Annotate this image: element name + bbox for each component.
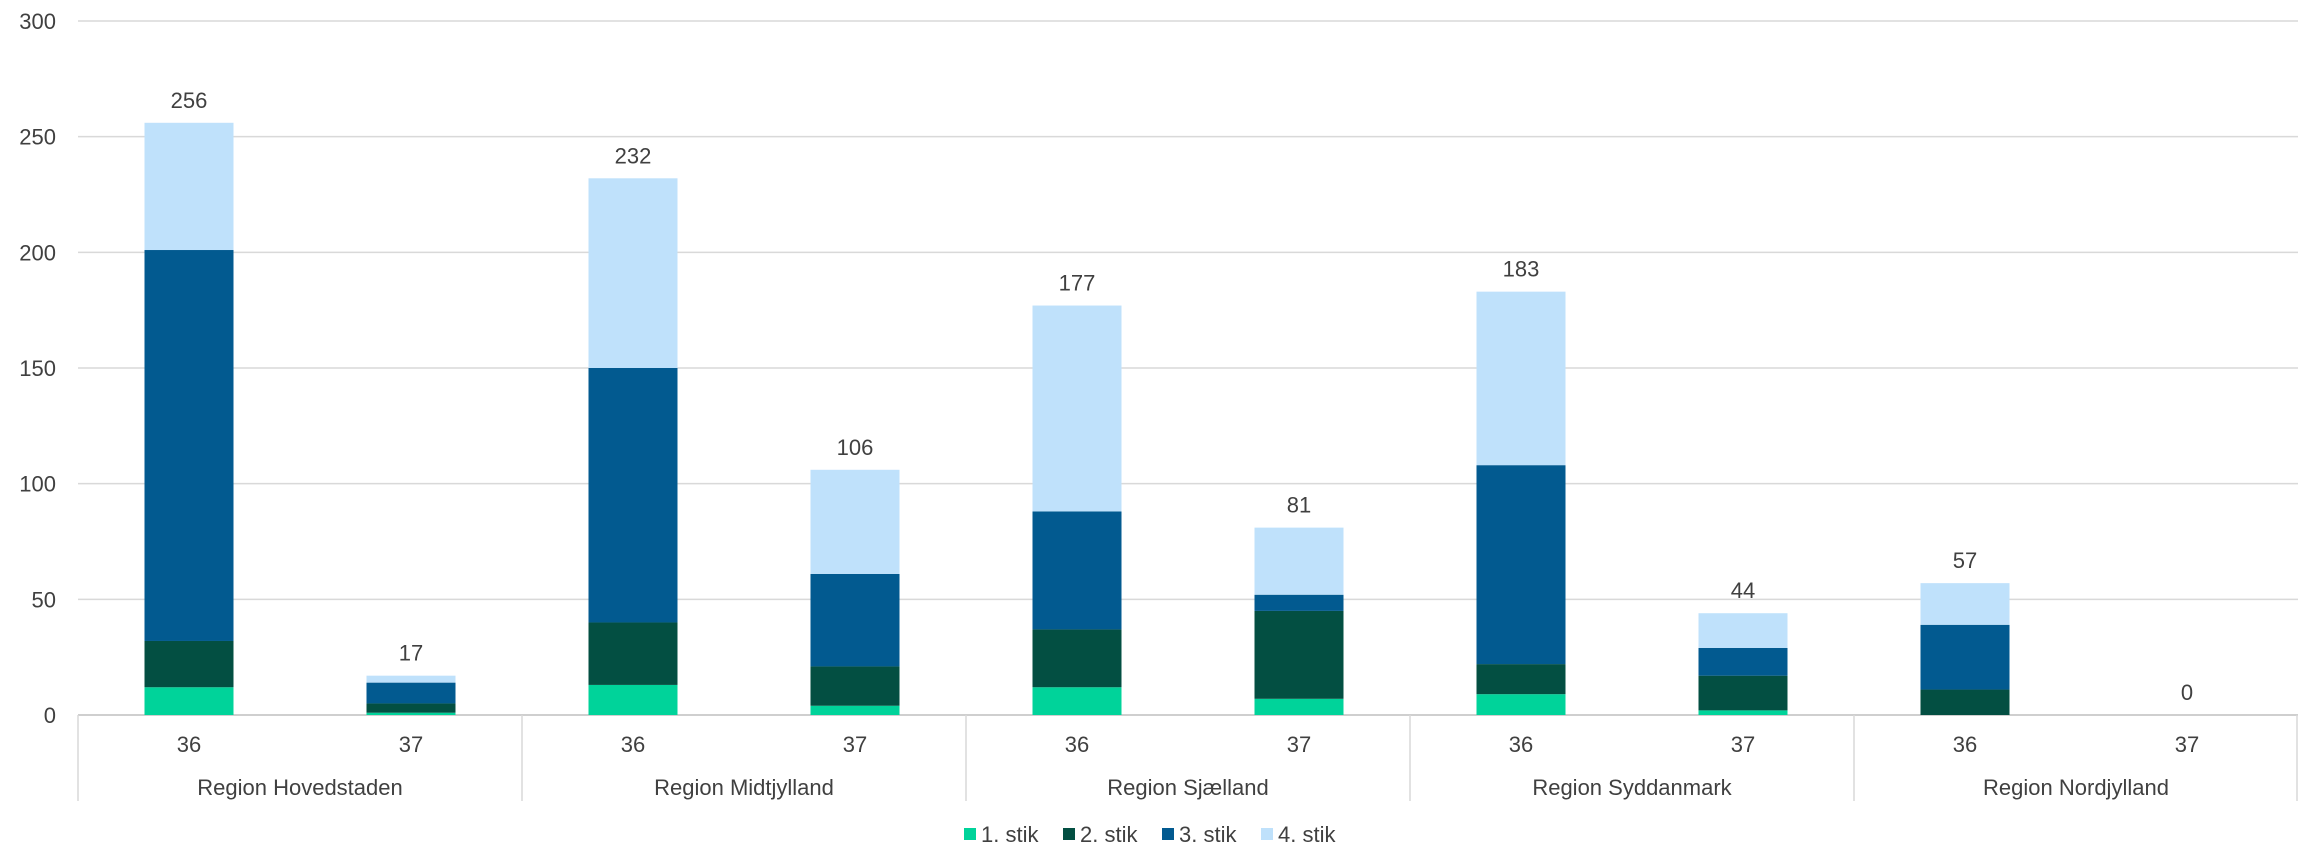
bar-segment xyxy=(144,640,234,688)
x-category-label: 37 xyxy=(1731,732,1755,757)
y-tick-label: 300 xyxy=(19,9,56,34)
legend: 1. stik 2. stik 3. stik 4. stik xyxy=(964,822,1336,846)
x-group-label: Region Sjælland xyxy=(1107,775,1268,800)
bar-segment xyxy=(1476,291,1566,466)
bar-segment xyxy=(810,705,900,715)
x-category-label: 37 xyxy=(399,732,423,757)
bar-segment xyxy=(810,666,900,706)
bar-segment xyxy=(144,250,234,641)
total-data-label: 17 xyxy=(399,641,423,666)
y-tick-label: 0 xyxy=(44,703,56,728)
x-axis: 36 37 Region Hovedstaden 36 37 Region Midtjyl… xyxy=(77,715,2298,801)
bar-segment xyxy=(588,178,678,368)
x-category-label: 37 xyxy=(843,732,867,757)
x-category-label: 37 xyxy=(1287,732,1311,757)
bar-segment xyxy=(1254,698,1344,715)
total-data-label: 57 xyxy=(1953,548,1977,573)
bar-segment xyxy=(1254,610,1344,699)
total-data-label: 106 xyxy=(837,435,874,460)
bar-segment xyxy=(1476,694,1566,715)
total-data-label: 183 xyxy=(1503,257,1540,282)
y-tick-label: 50 xyxy=(32,587,56,612)
y-tick-label: 200 xyxy=(19,240,56,265)
bar-segment xyxy=(1698,675,1788,711)
y-tick-label: 250 xyxy=(19,125,56,150)
x-category-label: 36 xyxy=(621,732,645,757)
bar-segment xyxy=(1032,305,1122,512)
bar-segment xyxy=(366,682,456,704)
total-data-label: 232 xyxy=(615,143,652,168)
x-group-label: Region Nordjylland xyxy=(1983,775,2169,800)
x-category-label: 36 xyxy=(1509,732,1533,757)
x-group-label: Region Syddanmark xyxy=(1532,775,1732,800)
y-tick-label: 100 xyxy=(19,472,56,497)
x-category-label: 36 xyxy=(1953,732,1977,757)
x-group-label: Region Hovedstaden xyxy=(197,775,402,800)
bar-segment xyxy=(1254,594,1344,611)
bar-segment xyxy=(1254,527,1344,595)
bar-segment xyxy=(144,687,234,715)
legend-label: 2. stik xyxy=(1080,822,1138,846)
bar-segment xyxy=(588,622,678,685)
bar-segment xyxy=(1920,689,2010,715)
bar-segment xyxy=(588,368,678,623)
data-labels: 256 17 232 106 177 81 183 44 57 0 xyxy=(171,88,2193,705)
bar-segment xyxy=(366,675,456,683)
bar-segment xyxy=(366,712,456,715)
legend-label: 3. stik xyxy=(1179,822,1237,846)
total-data-label: 44 xyxy=(1731,578,1755,603)
x-category-label: 36 xyxy=(177,732,201,757)
bar-segment xyxy=(1920,624,2010,690)
y-axis: 0 50 100 150 200 250 300 xyxy=(19,9,56,728)
bar-segment xyxy=(810,573,900,667)
gridlines xyxy=(78,20,2298,716)
legend-label: 4. stik xyxy=(1278,822,1336,846)
bar-segment xyxy=(1476,664,1566,695)
bar-segment xyxy=(588,684,678,715)
total-data-label: 0 xyxy=(2181,680,2193,705)
bar-segment xyxy=(366,703,456,713)
bar-segment xyxy=(1032,629,1122,688)
legend-swatch xyxy=(1261,828,1273,840)
legend-swatch xyxy=(964,828,976,840)
bar-segment xyxy=(1032,687,1122,715)
y-tick-label: 150 xyxy=(19,356,56,381)
bar-segment xyxy=(1920,583,2010,625)
x-category-label: 37 xyxy=(2175,732,2199,757)
legend-swatch xyxy=(1063,828,1075,840)
total-data-label: 177 xyxy=(1059,271,1096,296)
total-data-label: 256 xyxy=(171,88,208,113)
bar-segment xyxy=(1698,710,1788,715)
bars xyxy=(144,122,2010,715)
total-data-label: 81 xyxy=(1287,493,1311,518)
bar-segment xyxy=(144,122,234,251)
x-group-label: Region Midtjylland xyxy=(654,775,834,800)
bar-segment xyxy=(810,469,900,574)
bar-segment xyxy=(1698,613,1788,648)
legend-label: 1. stik xyxy=(981,822,1039,846)
x-category-label: 36 xyxy=(1065,732,1089,757)
bar-segment xyxy=(1476,465,1566,665)
legend-swatch xyxy=(1162,828,1174,840)
bar-segment xyxy=(1698,647,1788,676)
bar-segment xyxy=(1032,511,1122,630)
